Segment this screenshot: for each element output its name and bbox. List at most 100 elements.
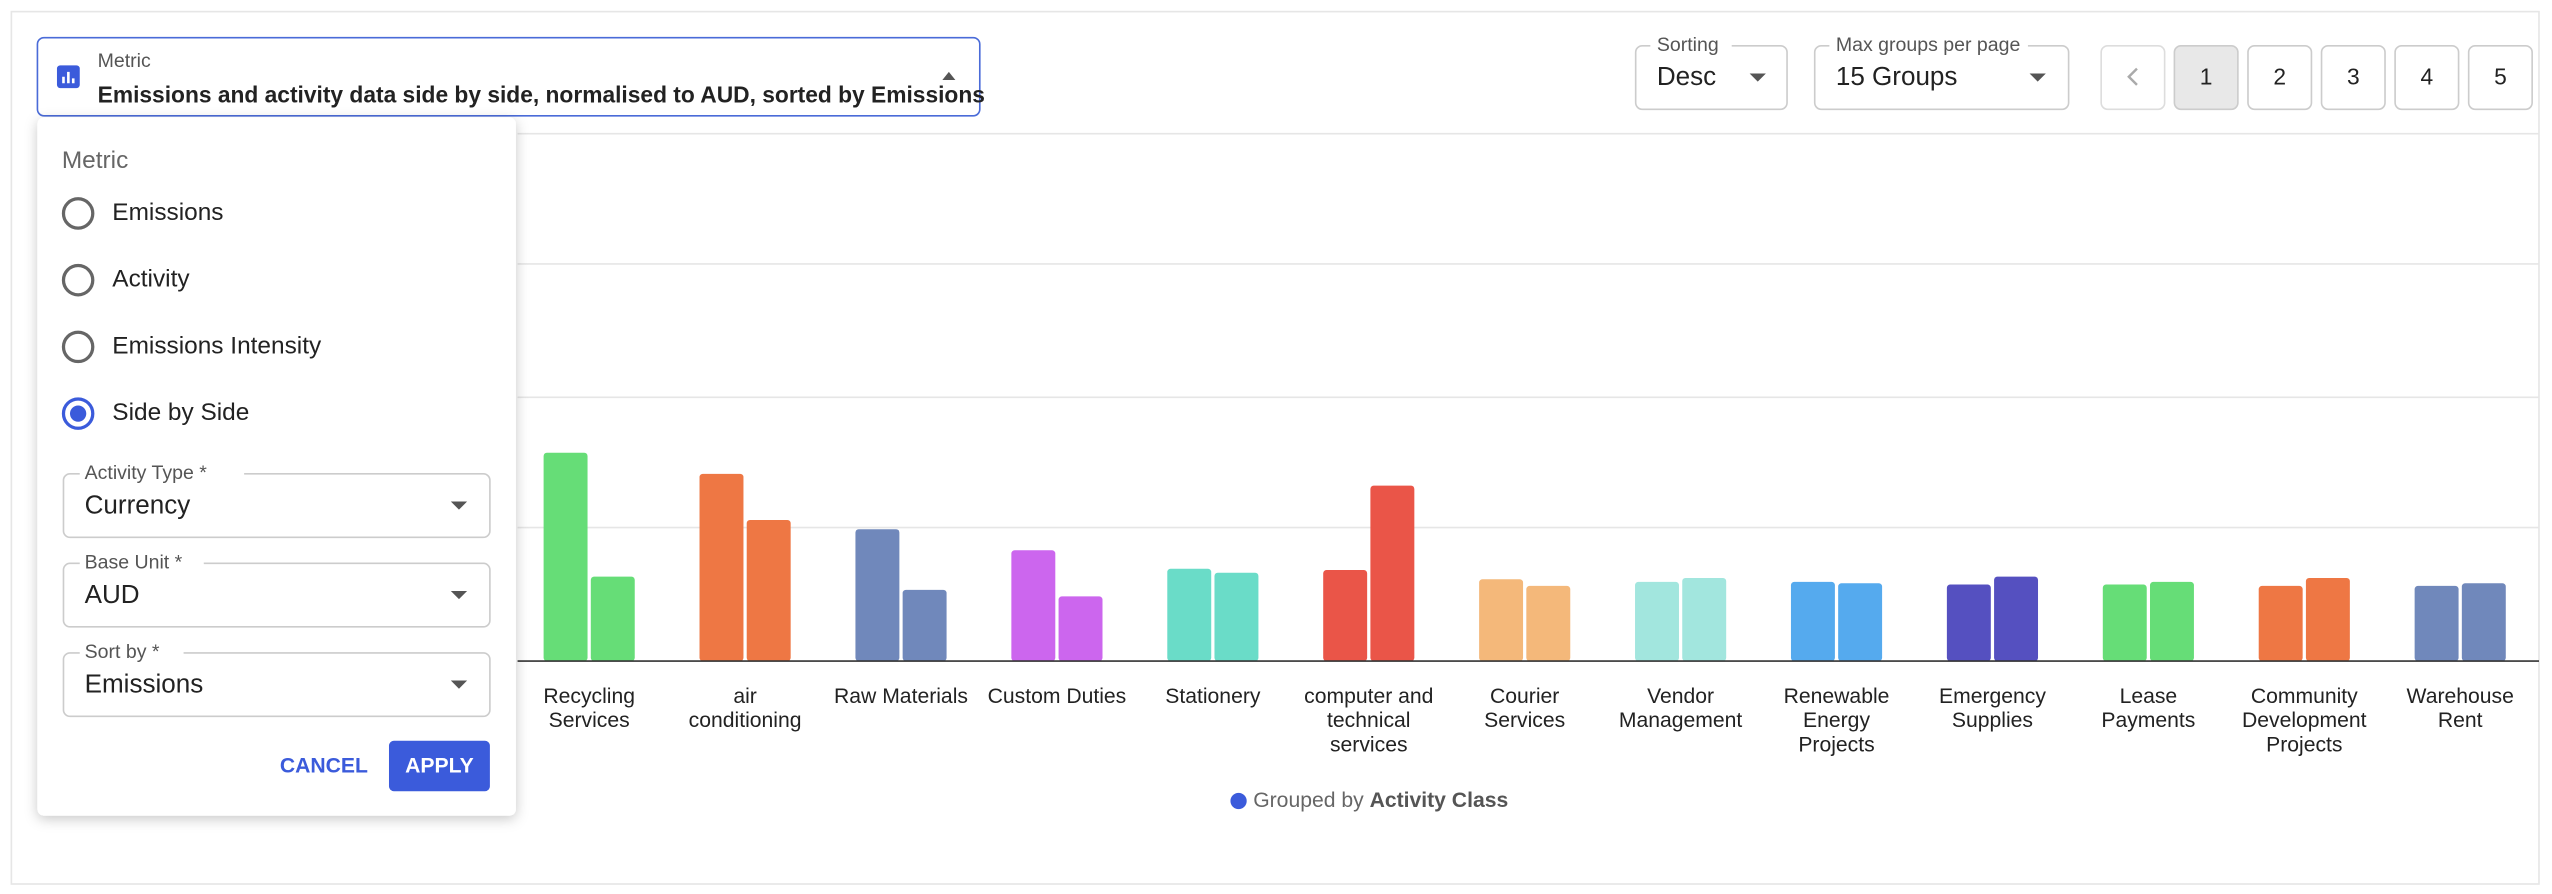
page-button[interactable]: 5 xyxy=(2467,44,2533,111)
radio-option[interactable]: Emissions xyxy=(61,197,224,230)
field-label: Activity Type * xyxy=(85,462,208,484)
label-bg xyxy=(79,643,184,663)
bar xyxy=(1838,583,1883,662)
bar xyxy=(590,576,635,662)
radio xyxy=(61,263,95,297)
radio-dot xyxy=(69,405,87,422)
footer: Grouped by Activity Class xyxy=(1230,789,1508,812)
bar xyxy=(2414,585,2459,662)
x-tick-label: Recycling Services xyxy=(543,684,635,731)
bar xyxy=(1167,568,1212,662)
prev-page[interactable] xyxy=(2100,44,2166,111)
field-select[interactable]: Base Unit * AUD xyxy=(62,552,491,628)
arrow xyxy=(450,501,468,510)
radio-option[interactable]: Activity xyxy=(61,263,190,297)
select-label: Max groups per page xyxy=(1836,34,2020,56)
x-tick-label: Vendor Management xyxy=(1619,684,1743,731)
x-tick-label: computer and technical services xyxy=(1304,684,1433,756)
x-tick-label: Warehouse Rent xyxy=(2407,684,2514,731)
x-tick-label: Community Development Projects xyxy=(2242,684,2367,756)
apply-button[interactable]: APPLY xyxy=(405,754,474,777)
bar xyxy=(1790,581,1835,662)
page-number: 5 xyxy=(2494,63,2507,89)
bar xyxy=(902,589,947,662)
arrow xyxy=(2029,73,2046,82)
x-tick-label: Emergency Supplies xyxy=(1939,684,2046,731)
label-bg xyxy=(79,553,204,574)
bar xyxy=(2258,585,2303,662)
radio-option[interactable]: Side by Side xyxy=(61,397,249,430)
x-tick-label: Lease Payments xyxy=(2101,684,2195,731)
bar xyxy=(2102,584,2147,662)
page-button[interactable]: 4 xyxy=(2394,44,2460,111)
arrow xyxy=(450,591,468,600)
page-button[interactable]: 2 xyxy=(2247,44,2313,111)
select-value: Desc xyxy=(1657,61,1716,91)
label-bg xyxy=(1650,36,1732,56)
radio-label: Side by Side xyxy=(112,399,249,426)
bar xyxy=(2461,583,2506,662)
bar xyxy=(746,519,791,662)
select-label: Metric xyxy=(98,50,151,72)
x-tick-label: Raw Materials xyxy=(834,684,968,707)
sorting-select[interactable]: Sorting Desc xyxy=(1634,34,1788,111)
radio xyxy=(61,330,95,364)
bar xyxy=(1946,584,1991,662)
metric-select[interactable]: Metric Emissions and activity data side … xyxy=(36,36,985,117)
select-box xyxy=(36,36,981,117)
icon-bars xyxy=(62,71,75,84)
x-tick-label: Stationery xyxy=(1165,684,1261,707)
radio xyxy=(61,197,95,230)
radio-label: Activity xyxy=(112,266,190,293)
field-value: Emissions xyxy=(85,668,204,698)
footer-value: Activity Class xyxy=(1370,789,1509,812)
page-number: 2 xyxy=(2273,63,2286,89)
bar xyxy=(1323,570,1368,662)
bar xyxy=(1479,579,1524,662)
card xyxy=(10,10,2540,885)
page-button[interactable]: 3 xyxy=(2320,44,2386,111)
page-box xyxy=(2173,44,2239,111)
select-value: Emissions and activity data side by side… xyxy=(98,81,985,107)
field-value: Currency xyxy=(85,489,191,519)
field-box xyxy=(62,562,491,628)
radio-option[interactable]: Emissions Intensity xyxy=(61,330,322,364)
bar xyxy=(855,529,900,662)
arrow xyxy=(942,71,956,80)
field-select[interactable]: Sort by * Emissions xyxy=(62,641,491,718)
arrow xyxy=(450,680,468,689)
radio-label: Emissions xyxy=(112,199,223,226)
bar xyxy=(1370,485,1415,662)
max-groups-select[interactable]: Max groups per page 15 Groups xyxy=(1813,34,2070,111)
bar xyxy=(1635,581,1679,662)
bar xyxy=(2305,577,2350,662)
field-label: Sort by * xyxy=(85,641,160,663)
page-button[interactable]: 1 xyxy=(2173,44,2239,111)
arrow xyxy=(1749,73,1766,82)
bar xyxy=(1214,572,1259,662)
page-box xyxy=(2467,44,2533,111)
footer-text: Grouped by Activity Class xyxy=(1253,789,1508,812)
bar xyxy=(699,473,744,662)
page-number: 3 xyxy=(2347,63,2360,89)
bar xyxy=(1011,550,1056,662)
bar xyxy=(1058,596,1103,662)
page-number: 1 xyxy=(2200,63,2213,89)
field-select[interactable]: Activity Type * Currency xyxy=(62,462,491,539)
page-button xyxy=(2100,44,2166,111)
radio xyxy=(61,397,95,430)
x-tick-label: air conditioning xyxy=(689,684,802,731)
field-label: Base Unit * xyxy=(85,552,183,574)
cancel-button[interactable]: CANCEL xyxy=(280,754,368,777)
bar xyxy=(1526,585,1571,662)
footer-prefix: Grouped by xyxy=(1253,789,1364,812)
page-number: 4 xyxy=(2421,63,2434,89)
radio-label: Emissions Intensity xyxy=(112,332,322,359)
label-bg xyxy=(79,464,245,484)
legend-dot xyxy=(1230,792,1247,810)
label-bg xyxy=(1829,36,2028,56)
apply-bg[interactable] xyxy=(388,740,490,792)
bar xyxy=(1994,576,2039,662)
